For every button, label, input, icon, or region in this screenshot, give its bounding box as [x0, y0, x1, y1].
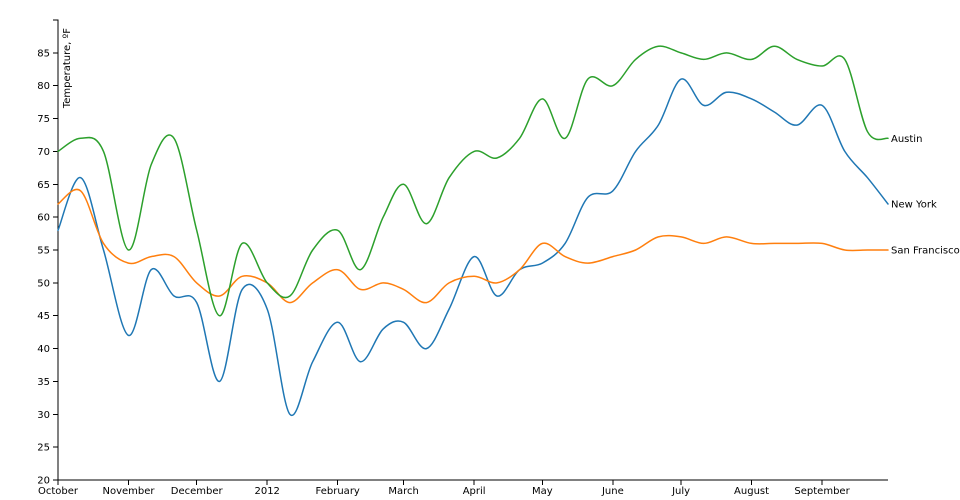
x-tick-label: March: [388, 486, 418, 497]
series-line-new-york: [57, 78, 889, 417]
x-tick-label: 2012: [254, 486, 279, 497]
x-tick-label: February: [316, 486, 360, 497]
series-labels: New York San Francisco Austin: [891, 134, 960, 257]
series-line-austin: [57, 45, 889, 317]
y-tick-label: 70: [37, 147, 50, 158]
y-tick-label: 55: [37, 246, 50, 257]
y-tick-label: 20: [37, 476, 50, 487]
x-tick-label: April: [463, 486, 486, 497]
series-line-san-francisco: [57, 188, 889, 304]
x-tick-label: May: [532, 486, 553, 497]
y-tick-label: 50: [37, 278, 50, 289]
series-label-new-york: New York: [891, 200, 937, 211]
x-tick-label: July: [671, 486, 690, 497]
x-tick-label: September: [794, 486, 850, 497]
y-tick-label: 30: [37, 410, 50, 421]
y-tick-label: 85: [37, 48, 50, 59]
y-axis-title: Temperature, ºF: [62, 28, 73, 109]
x-tick-label: November: [102, 486, 155, 497]
x-tick-label: December: [171, 486, 224, 497]
x-axis: October November December 2012 February March…: [38, 479, 888, 497]
y-tick-label: 45: [37, 311, 50, 322]
y-tick-label: 40: [37, 344, 50, 355]
y-tick-label: 80: [37, 81, 50, 92]
y-tick-label: 75: [37, 114, 50, 125]
x-tick-label: June: [601, 486, 624, 497]
x-tick-label: August: [734, 486, 769, 497]
series-label-austin: Austin: [891, 134, 922, 145]
y-tick-label: 60: [37, 213, 50, 224]
y-tick-label: 25: [37, 443, 50, 454]
y-axis: 20 25 30 35 40 45 50 55 60 65 70 75 80 85: [37, 19, 59, 487]
series-group: [57, 45, 889, 417]
y-tick-label: 65: [37, 180, 50, 191]
x-tick-label: October: [38, 486, 79, 497]
y-tick-label: 35: [37, 377, 50, 388]
series-label-san-francisco: San Francisco: [891, 246, 960, 257]
